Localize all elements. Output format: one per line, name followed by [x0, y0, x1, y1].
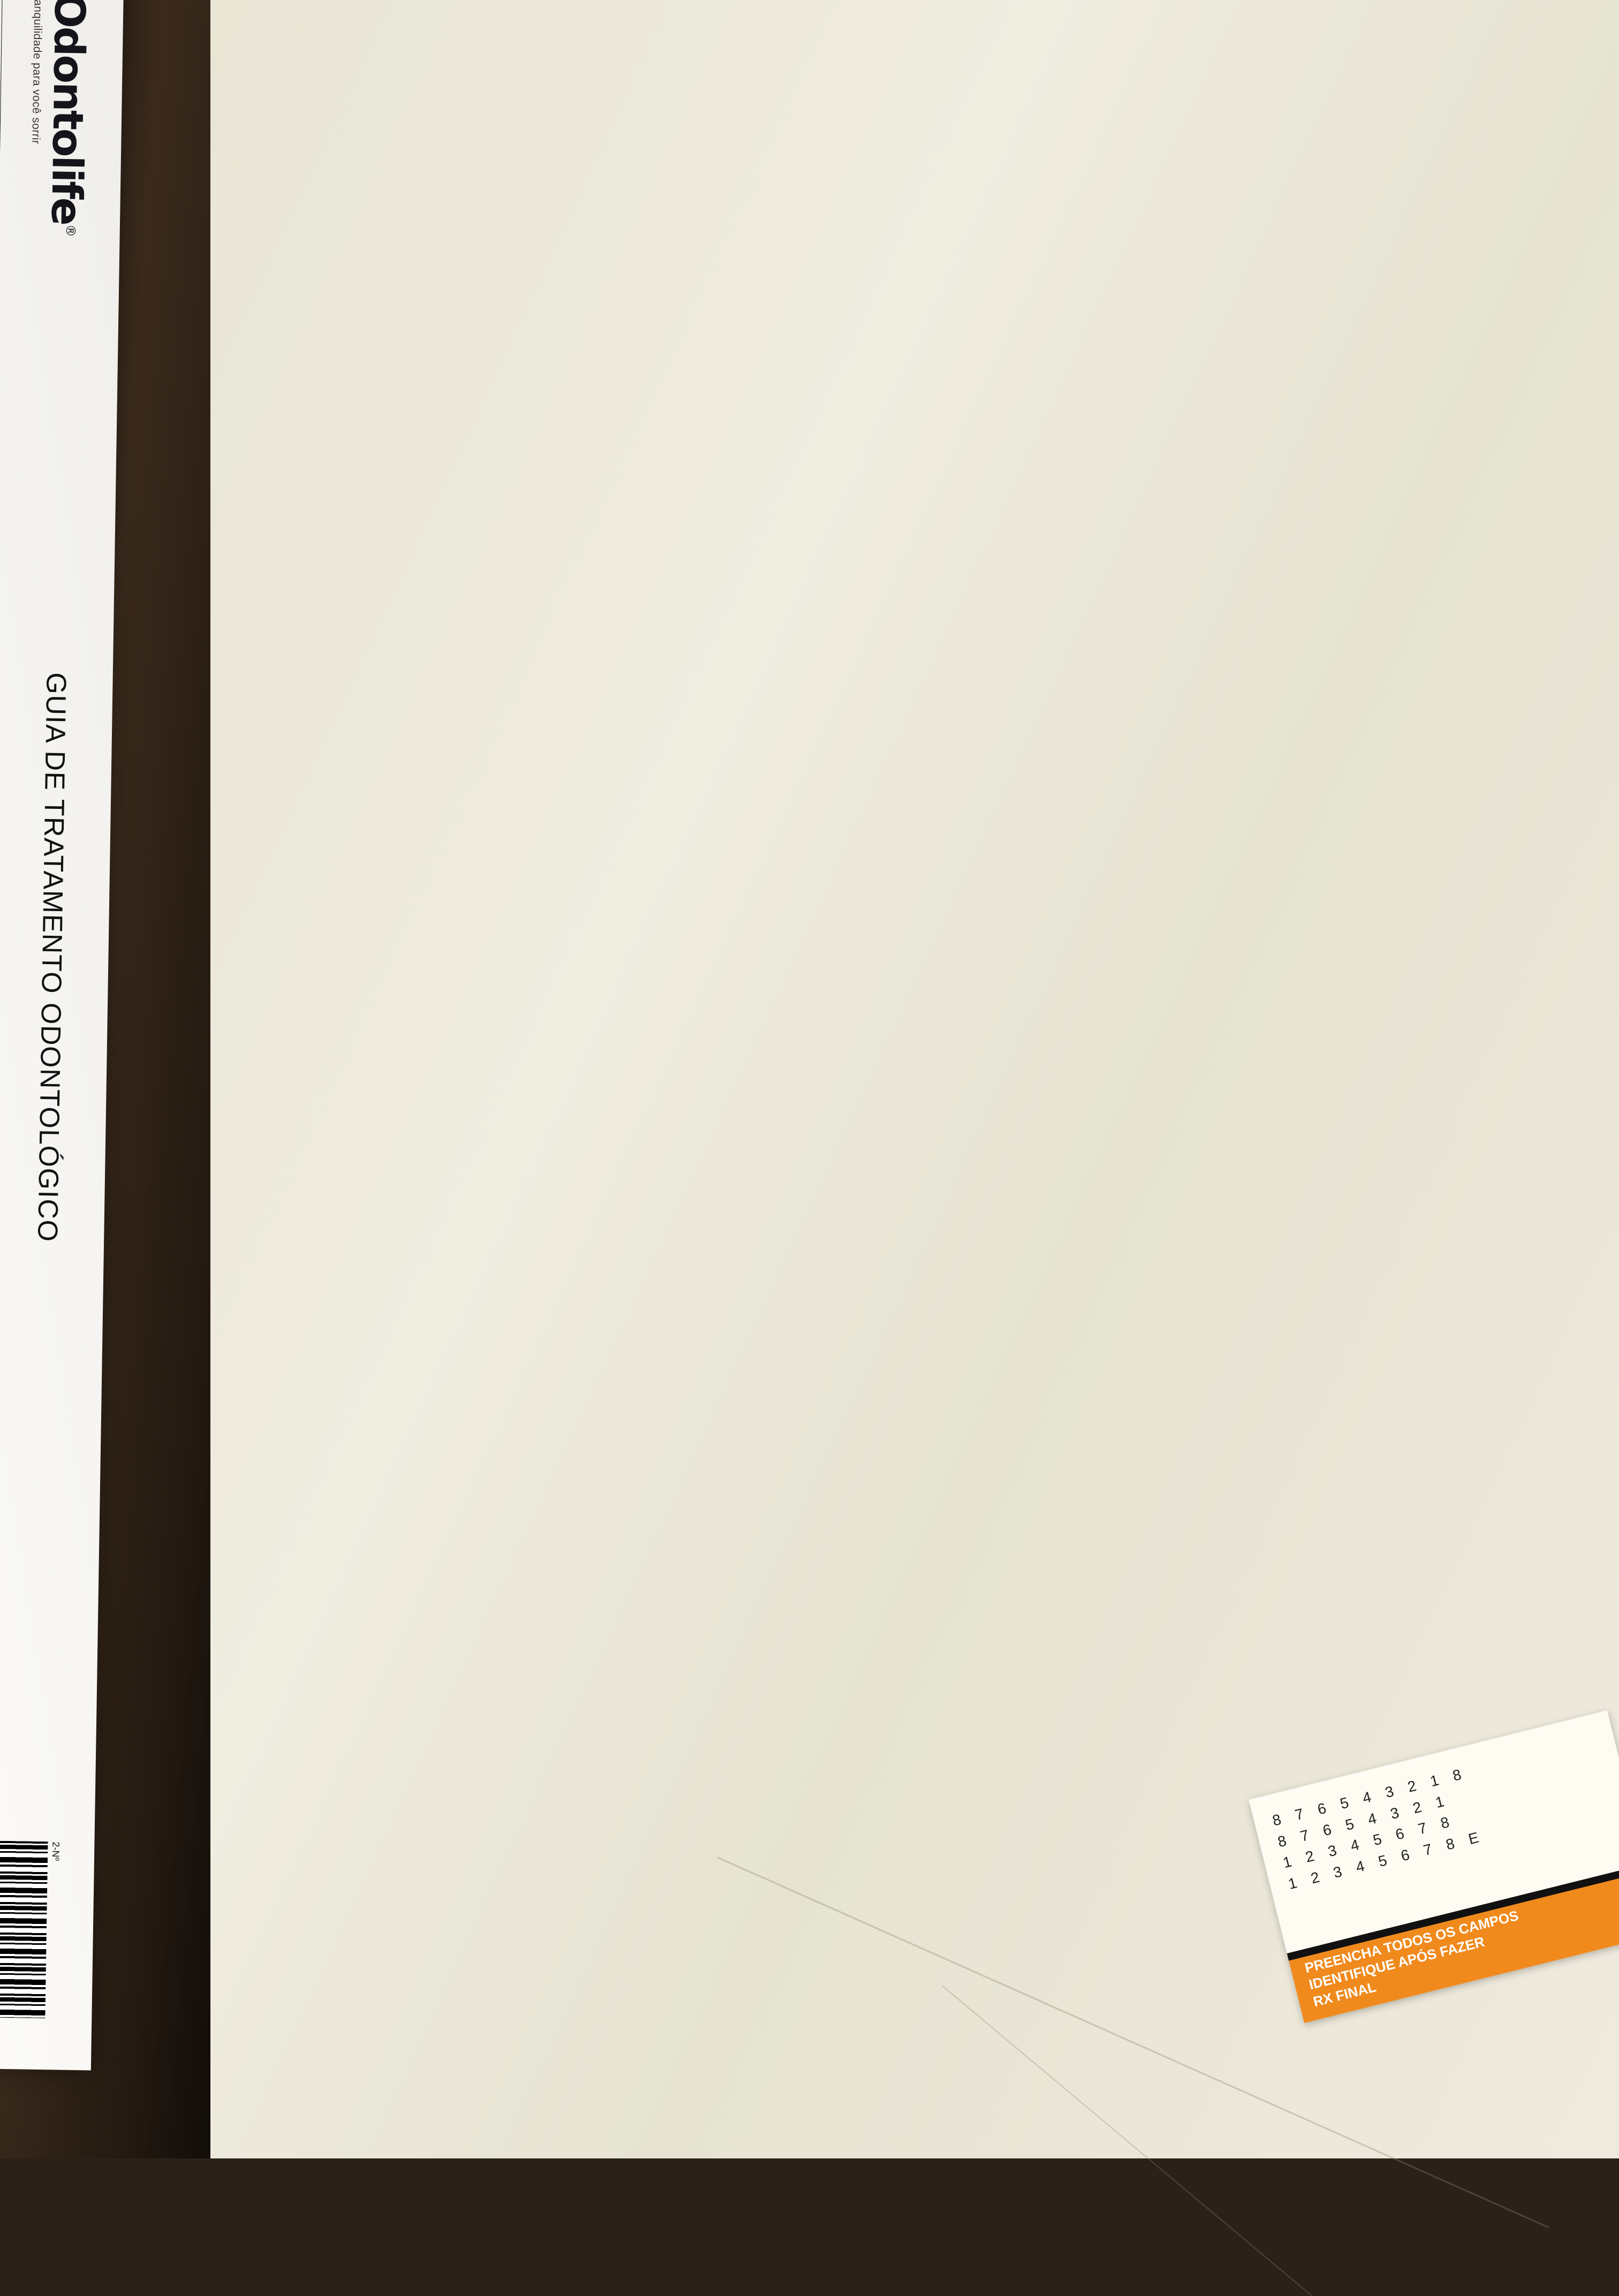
field-registro-ans[interactable]: 1-Registro ANS 406414 [0, 0, 3, 243]
photo-scene: 8 7 6 5 4 3 2 1 8 8 7 6 5 4 3 2 1 1 2 3 … [0, 0, 1619, 2158]
page-title: GUIA DE TRATAMENTO ODONTOLÓGICO [31, 672, 72, 1242]
registered-mark: ® [63, 224, 78, 236]
barcode-block: 2-Nº 307351 INTERCÂMBIO [0, 1839, 61, 2019]
barcode-label: 2-Nº [47, 1842, 61, 2018]
barcode-image [0, 1840, 48, 2018]
brand-name: Odontolife [42, 0, 94, 225]
brand-logo: Odontolife® tranquilidade para você sorr… [28, 0, 94, 236]
